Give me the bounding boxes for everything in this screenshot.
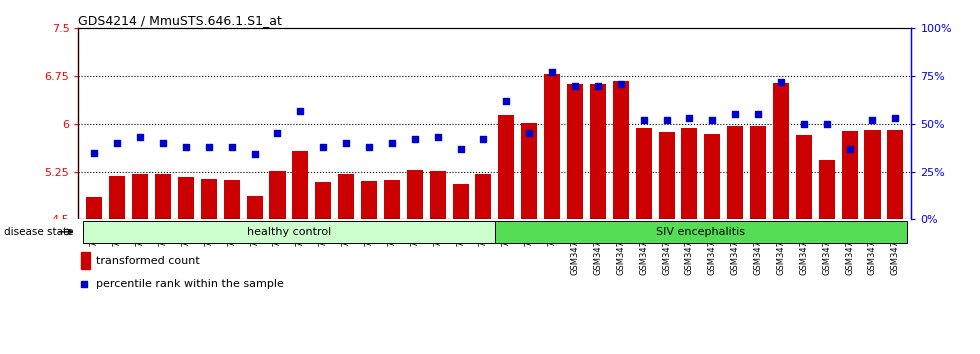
Point xyxy=(705,117,720,123)
Bar xyxy=(636,128,652,219)
Point xyxy=(453,146,468,152)
Bar xyxy=(681,129,698,219)
Point xyxy=(681,115,697,121)
Bar xyxy=(155,174,172,219)
Bar xyxy=(178,177,194,219)
Bar xyxy=(612,81,629,219)
Bar xyxy=(750,126,766,219)
Bar xyxy=(270,171,285,219)
Point xyxy=(201,144,217,150)
Bar xyxy=(247,196,263,219)
Bar xyxy=(773,83,789,219)
Bar xyxy=(499,115,514,219)
Point xyxy=(247,152,263,157)
Bar xyxy=(453,184,468,219)
Point xyxy=(110,140,125,146)
Point xyxy=(499,98,514,104)
Bar xyxy=(544,74,561,219)
Bar xyxy=(659,132,674,219)
Point xyxy=(612,81,628,87)
Bar xyxy=(864,130,880,219)
Point xyxy=(773,79,789,85)
Point xyxy=(636,117,652,123)
Point xyxy=(76,281,92,286)
Text: GDS4214 / MmuSTS.646.1.S1_at: GDS4214 / MmuSTS.646.1.S1_at xyxy=(78,14,282,27)
Point xyxy=(590,83,606,88)
Bar xyxy=(316,182,331,219)
Bar xyxy=(887,130,904,219)
Bar xyxy=(361,181,377,219)
Bar xyxy=(80,252,89,268)
Bar xyxy=(842,131,858,219)
Bar xyxy=(83,221,495,243)
Point xyxy=(842,146,858,152)
Text: percentile rank within the sample: percentile rank within the sample xyxy=(96,279,283,289)
Point xyxy=(430,135,446,140)
Point xyxy=(293,108,309,113)
Point xyxy=(362,144,377,150)
Point xyxy=(86,150,102,155)
Point xyxy=(819,121,835,127)
Bar xyxy=(495,221,906,243)
Bar xyxy=(110,176,125,219)
Point xyxy=(864,117,880,123)
Point xyxy=(659,117,674,123)
Bar xyxy=(475,173,491,219)
Text: transformed count: transformed count xyxy=(96,256,199,266)
Point xyxy=(178,144,194,150)
Bar xyxy=(705,134,720,219)
Point xyxy=(567,83,583,88)
Point xyxy=(338,140,354,146)
Point xyxy=(132,135,148,140)
Bar xyxy=(818,160,835,219)
Bar xyxy=(338,174,354,219)
Point xyxy=(316,144,331,150)
Text: healthy control: healthy control xyxy=(247,227,331,237)
Point xyxy=(727,112,743,117)
Point xyxy=(475,136,491,142)
Point xyxy=(155,140,171,146)
Point xyxy=(521,131,537,136)
Text: disease state: disease state xyxy=(4,227,74,237)
Point xyxy=(796,121,811,127)
Bar xyxy=(407,170,422,219)
Bar xyxy=(796,135,811,219)
Point xyxy=(223,144,239,150)
Bar xyxy=(521,122,537,219)
Point xyxy=(384,140,400,146)
Point xyxy=(888,115,904,121)
Bar xyxy=(429,171,446,219)
Bar xyxy=(201,179,217,219)
Point xyxy=(544,69,560,75)
Bar xyxy=(86,197,103,219)
Point xyxy=(751,112,766,117)
Bar xyxy=(223,180,240,219)
Bar xyxy=(727,126,743,219)
Bar xyxy=(292,151,309,219)
Bar xyxy=(567,84,583,219)
Bar xyxy=(132,173,148,219)
Point xyxy=(407,136,422,142)
Bar xyxy=(590,84,606,219)
Bar xyxy=(384,180,400,219)
Text: SIV encephalitis: SIV encephalitis xyxy=(657,227,746,237)
Point xyxy=(270,131,285,136)
